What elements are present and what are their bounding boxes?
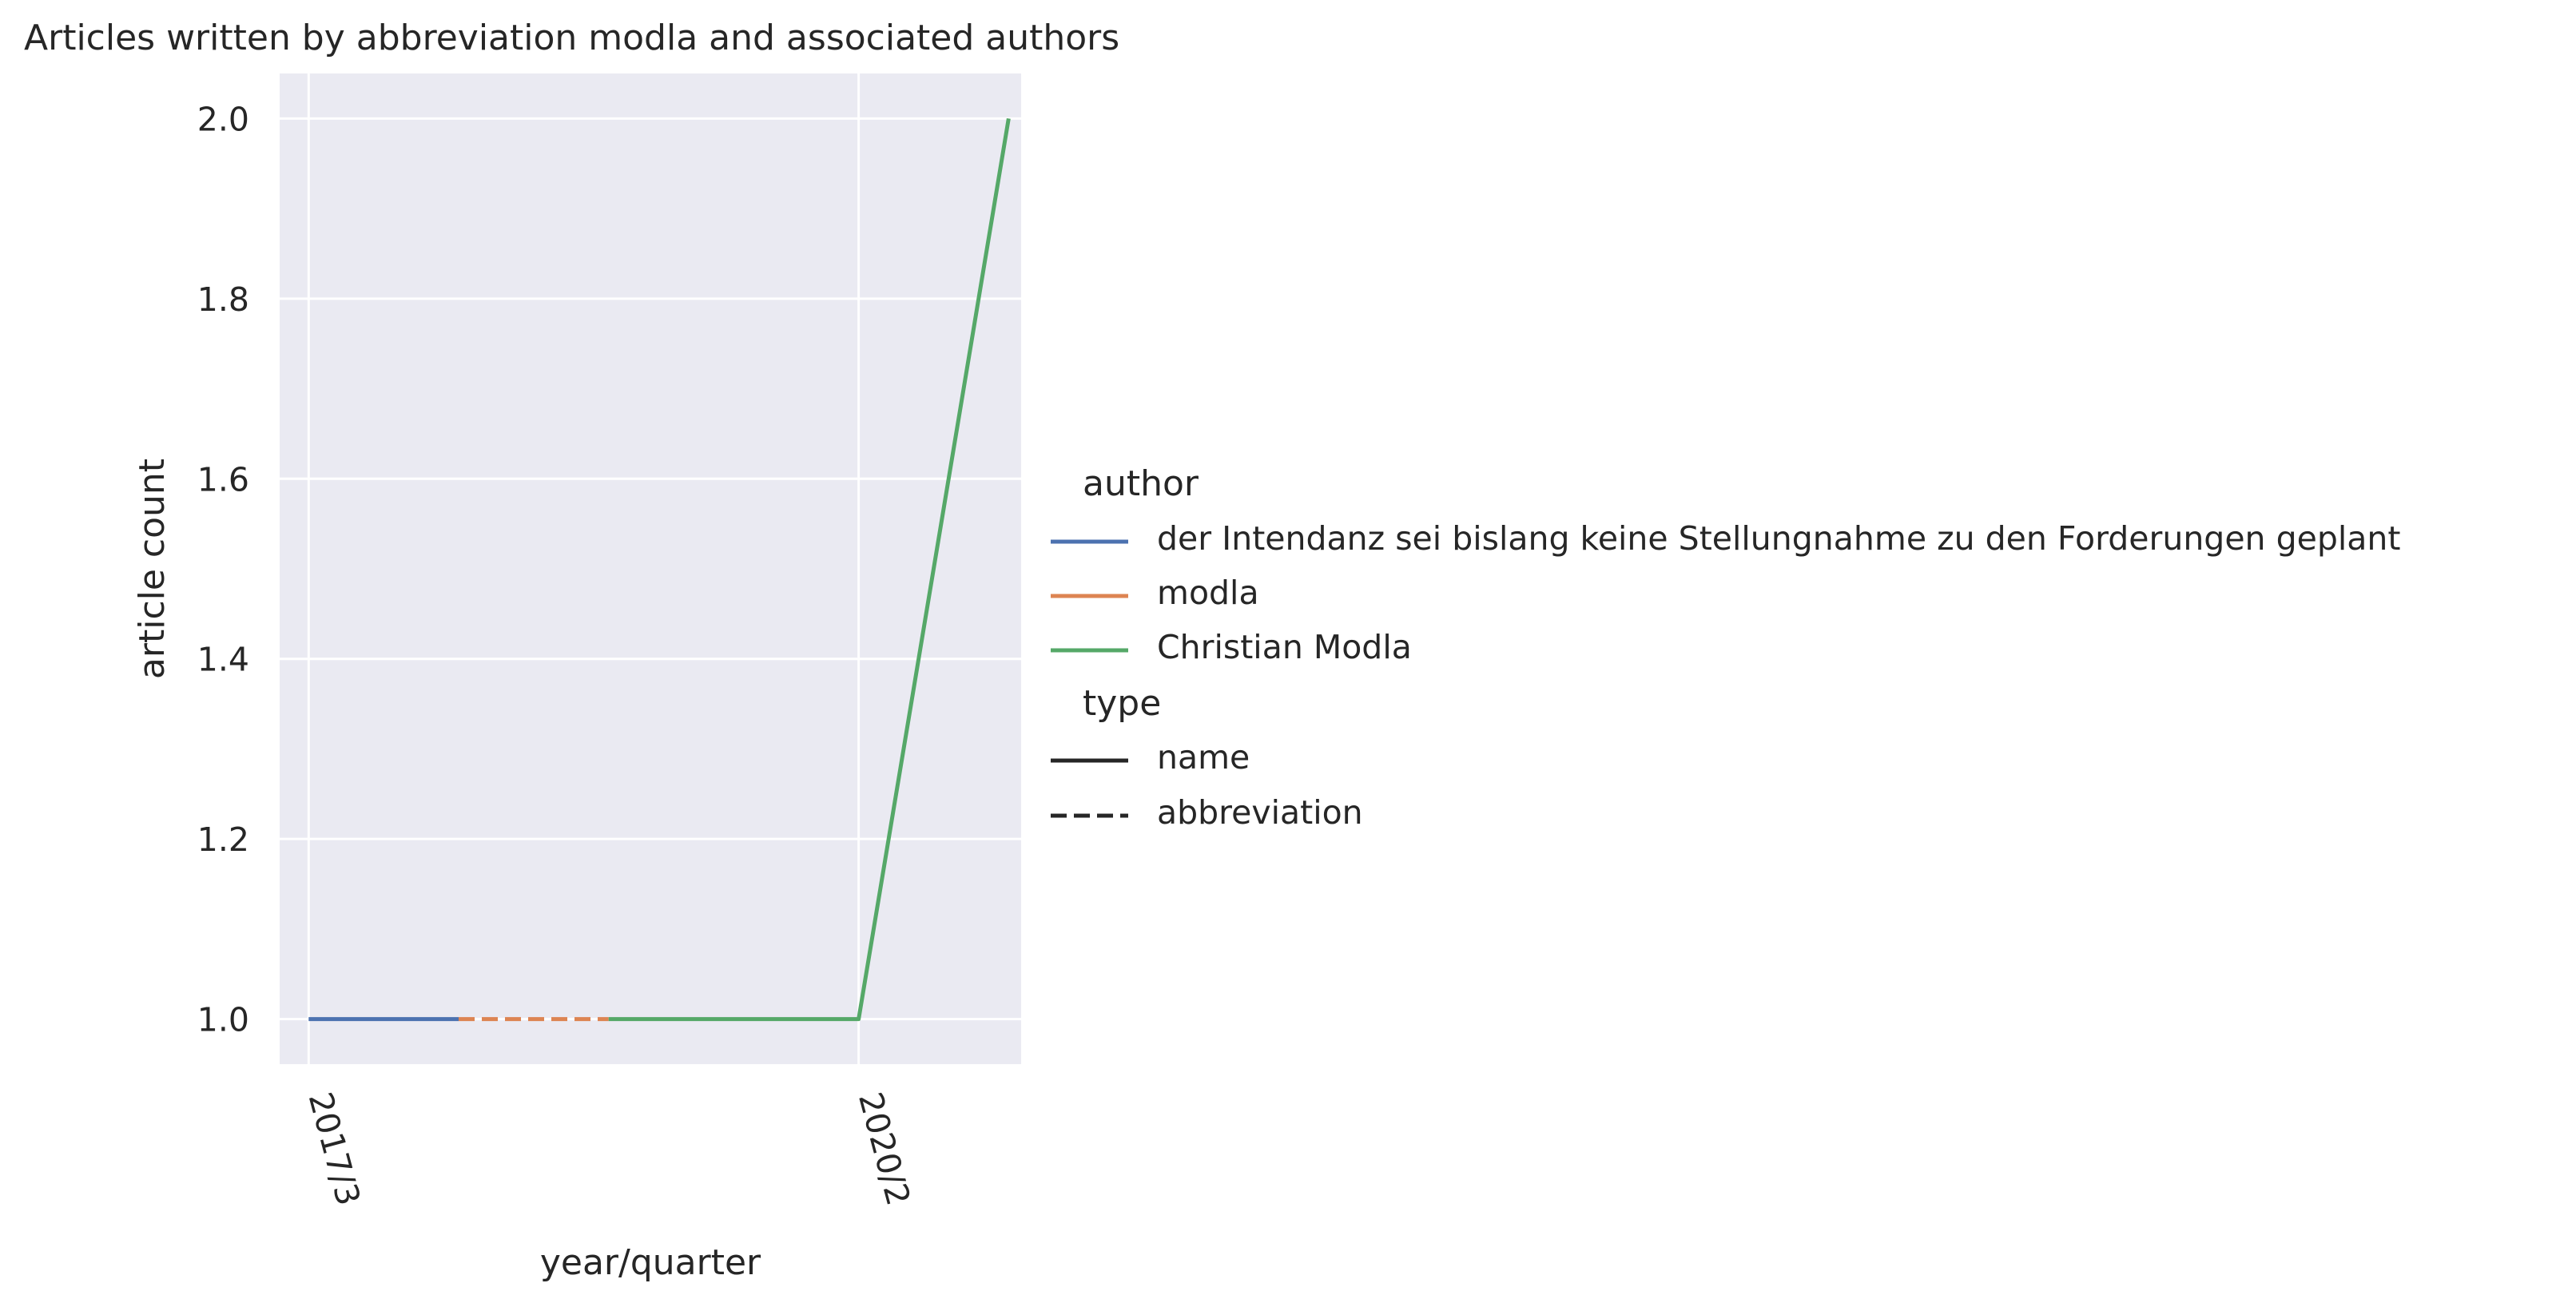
legend-item-label: name xyxy=(1157,738,1250,777)
legend-swatches xyxy=(1051,539,1128,818)
y-tick-label: 1.2 xyxy=(197,820,249,859)
x-axis-label: year/quarter xyxy=(540,1242,761,1283)
legend-type-title: type xyxy=(1083,683,1162,724)
chart-title: Articles written by abbreviation modla a… xyxy=(24,18,1120,58)
y-tick-label: 1.6 xyxy=(197,460,249,499)
y-axis-label: article count xyxy=(132,459,173,679)
y-tick-label: 1.4 xyxy=(197,641,249,679)
plot-area xyxy=(280,73,1021,1064)
y-tick-label: 2.0 xyxy=(197,100,249,138)
legend-item-label: der Intendanz sei bislang keine Stellung… xyxy=(1157,519,2401,558)
series-lines xyxy=(308,117,1011,1022)
x-tick-label: 2020/2 xyxy=(851,1088,918,1210)
y-tick-label: 1.0 xyxy=(197,1001,249,1039)
legend-item-label: modla xyxy=(1157,574,1259,612)
grid-lines xyxy=(280,73,1021,1064)
legend-author-title: author xyxy=(1083,463,1199,504)
y-tick-label: 1.8 xyxy=(197,280,249,319)
x-tick-label: 2017/3 xyxy=(301,1088,368,1210)
legend-item-label: abbreviation xyxy=(1157,793,1363,832)
legend-item-label: Christian Modla xyxy=(1157,628,1412,666)
